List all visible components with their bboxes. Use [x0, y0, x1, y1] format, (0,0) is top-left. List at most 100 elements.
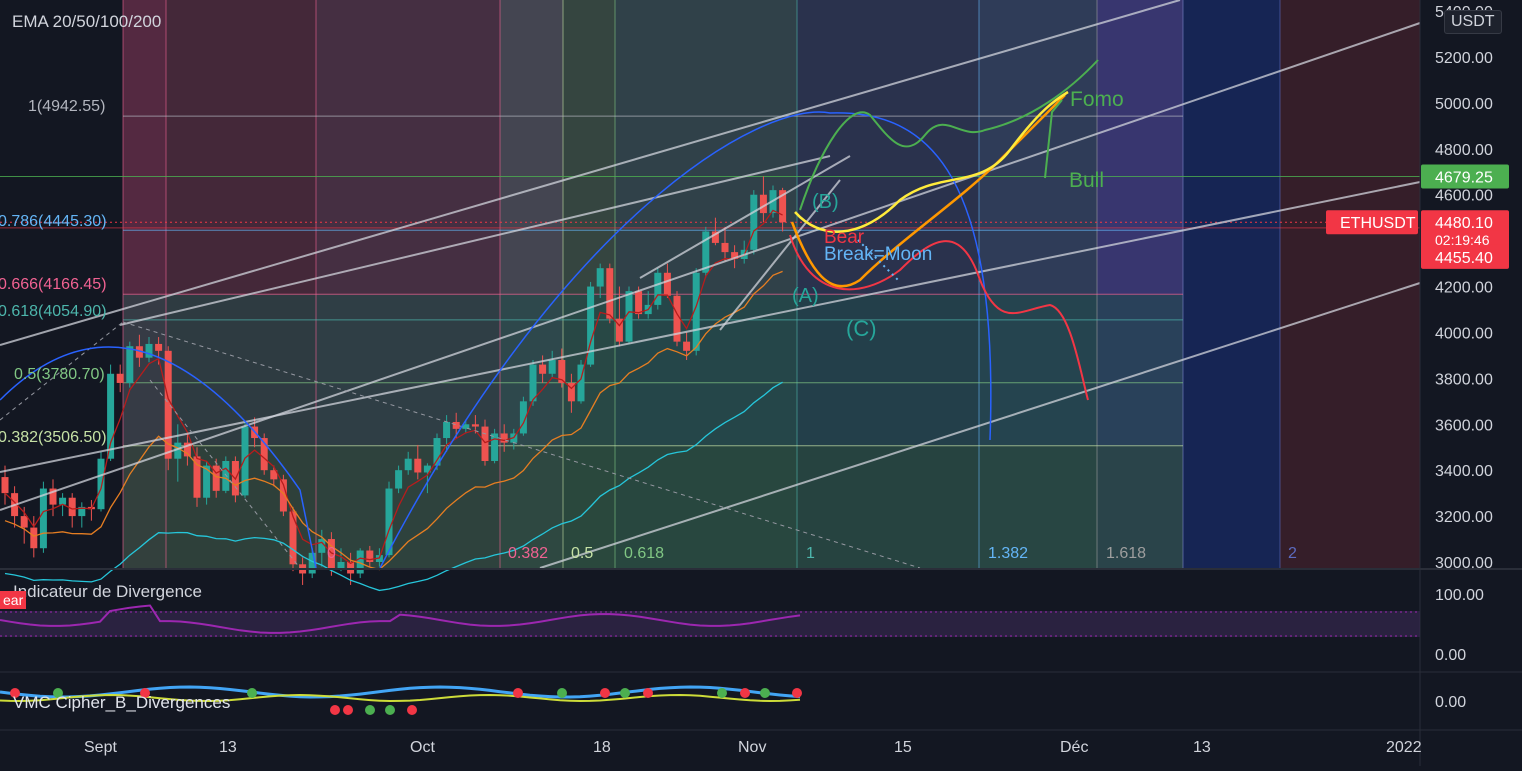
price-tag-bg [1421, 210, 1509, 235]
candle-body [135, 346, 143, 358]
price-tag-bg [1421, 244, 1509, 269]
candle-body [116, 373, 124, 383]
fib-level-label: 1(4942.55) [28, 98, 105, 115]
vmc-signal-dot [140, 688, 150, 698]
candle-body [625, 291, 633, 342]
candle-body [673, 295, 681, 342]
trendline [719, 179, 841, 331]
time-axis-tick: Sept [84, 739, 117, 756]
candle-body [529, 364, 537, 402]
candle-body [395, 470, 403, 489]
candle-body [779, 190, 787, 223]
fib-time-band [1280, 0, 1420, 568]
candle-body [59, 497, 67, 505]
arc-curve [379, 111, 992, 569]
candle-body [212, 465, 220, 491]
candle-body [193, 456, 201, 498]
candle-body [1, 477, 9, 494]
price-axis-tick: 4600.00 [1435, 188, 1493, 205]
candle-body [270, 470, 278, 480]
candle-body [39, 488, 47, 549]
candle-body [337, 562, 345, 569]
divergence-indicator-title[interactable]: Indicateur de Divergence [13, 582, 203, 601]
price-tag-label: 02:19:46 [1435, 232, 1490, 248]
dashed-trendline [149, 379, 301, 569]
candle-body [404, 458, 412, 471]
vmc-signal-dot [717, 688, 727, 698]
candle-body [126, 346, 134, 383]
candle-body [683, 341, 691, 351]
candle-body [702, 231, 710, 273]
candle-body [164, 350, 172, 459]
dashed-trendline [122, 321, 921, 569]
candle-body [731, 252, 739, 259]
candle-body [289, 511, 297, 565]
vmc-wave-line [0, 693, 801, 703]
candle-body [577, 364, 585, 402]
candle-body [423, 465, 431, 473]
vmc-signal-dot [643, 688, 653, 698]
price-tag-bg [1421, 164, 1509, 189]
candle-body [68, 497, 76, 517]
time-axis-tick: Oct [410, 739, 435, 756]
candle-body [279, 479, 287, 512]
candle-body [663, 272, 671, 296]
price-axis-tick: 3400.00 [1435, 463, 1493, 480]
candle-body [433, 438, 441, 466]
bull-projection-path [1044, 99, 1063, 179]
wave-b-label: (B) [812, 191, 839, 213]
candle-body [308, 552, 316, 574]
candle-body [20, 516, 28, 528]
candle-body [587, 286, 595, 365]
vmc-signal-dot [343, 705, 353, 715]
candle-body [548, 360, 556, 374]
price-axis-background [1420, 0, 1522, 766]
fib-retracement-zone [123, 445, 1183, 568]
candle-body [491, 433, 499, 461]
trendline [119, 155, 831, 326]
candle-body [366, 550, 374, 562]
price-axis-tick: 3800.00 [1435, 371, 1493, 388]
fib-time-label: 0 [327, 545, 336, 562]
price-axis-tick: 4200.00 [1435, 280, 1493, 297]
currency-label[interactable]: USDT [1444, 10, 1502, 34]
price-axis-tick: 3000.00 [1435, 555, 1493, 572]
candle-body [635, 291, 643, 315]
candle-body [500, 433, 508, 443]
vmc-signal-dot [330, 705, 340, 715]
candle-body [155, 343, 163, 351]
ema-indicator-label[interactable]: EMA 20/50/100/200 [12, 12, 162, 31]
price-axis-tick: 5000.00 [1435, 96, 1493, 113]
vmc-signal-dot [365, 705, 375, 715]
price-tag-label: 4679.25 [1435, 170, 1493, 187]
candle-body [107, 373, 115, 459]
candle-body [452, 421, 460, 429]
candle-body [49, 488, 57, 505]
vmc-cipher-title[interactable]: VMC Cipher_B_Divergences [13, 693, 231, 712]
vmc-signal-dot [792, 688, 802, 698]
fib-time-bands [123, 0, 1420, 568]
candle-body [97, 458, 105, 510]
trendline [0, 0, 1181, 346]
candle-body [174, 442, 182, 459]
candle-body [260, 438, 268, 471]
time-axis-tick: 2022 [1386, 739, 1422, 756]
trendline [0, 181, 1421, 473]
price-axis-tick: 3600.00 [1435, 417, 1493, 434]
candle-body [596, 268, 604, 287]
candle-body [318, 539, 326, 553]
arc-curve [0, 346, 317, 569]
projection-path [790, 94, 1066, 288]
vmc-signal-dot [247, 688, 257, 698]
vmc-signal-dot [10, 688, 20, 698]
vmc-signal-dot [557, 688, 567, 698]
candle-body [750, 194, 758, 250]
time-axis-tick: 18 [593, 739, 611, 756]
dotted-path [857, 239, 901, 283]
vmc-axis-tick: 0.00 [1435, 694, 1466, 711]
candle-body [711, 231, 719, 243]
fib-time-label: 2 [1288, 545, 1297, 562]
vmc-signal-dot [513, 688, 523, 698]
